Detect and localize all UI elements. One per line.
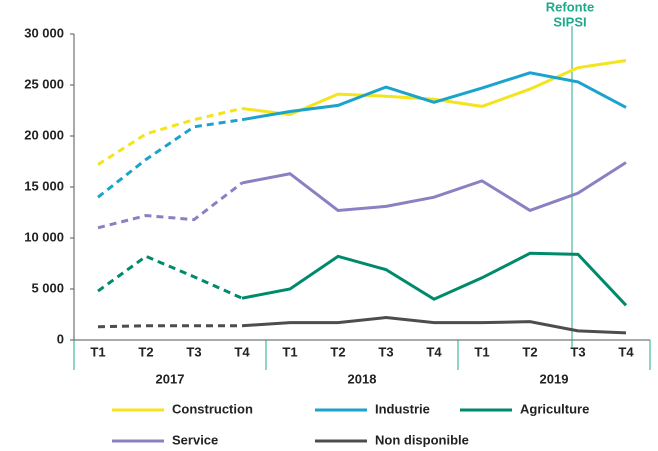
series-line [241,59,627,117]
x-tick-label: T1 [474,344,489,359]
x-tick-label: T1 [90,344,105,359]
x-tick-label: T4 [618,344,634,359]
series-line [97,118,243,199]
x-tick-label: T3 [186,344,201,359]
legend-label: Non disponible [375,432,469,447]
y-tick-label: 25 000 [24,76,64,91]
series-line [241,161,627,213]
x-tick-label: T4 [234,344,250,359]
group-label: 2017 [156,371,185,386]
series-line [97,106,243,166]
series-line [97,324,242,329]
group-label: 2018 [348,371,377,386]
legend-label: Agriculture [520,401,589,416]
y-tick-label: 5 000 [31,280,64,295]
series-line [241,71,627,122]
annotation-text: Refonte [546,0,594,14]
y-tick-label: 20 000 [24,127,64,142]
series-line [97,254,243,300]
series-line [241,316,627,335]
x-tick-label: T2 [330,344,345,359]
annotation-text: SIPSI [553,14,586,29]
x-tick-label: T4 [426,344,442,359]
y-tick-label: 0 [57,331,64,346]
x-tick-label: T3 [570,344,585,359]
x-tick-label: T2 [138,344,153,359]
group-label: 2019 [540,371,569,386]
y-tick-label: 15 000 [24,178,64,193]
x-tick-label: T1 [282,344,297,359]
x-tick-label: T2 [522,344,537,359]
legend-label: Construction [172,401,253,416]
legend-label: Service [172,432,218,447]
y-tick-label: 30 000 [24,25,64,40]
legend-label: Industrie [375,401,430,416]
y-tick-label: 10 000 [24,229,64,244]
series-line [241,251,628,307]
x-tick-label: T3 [378,344,393,359]
series-line [97,181,243,230]
